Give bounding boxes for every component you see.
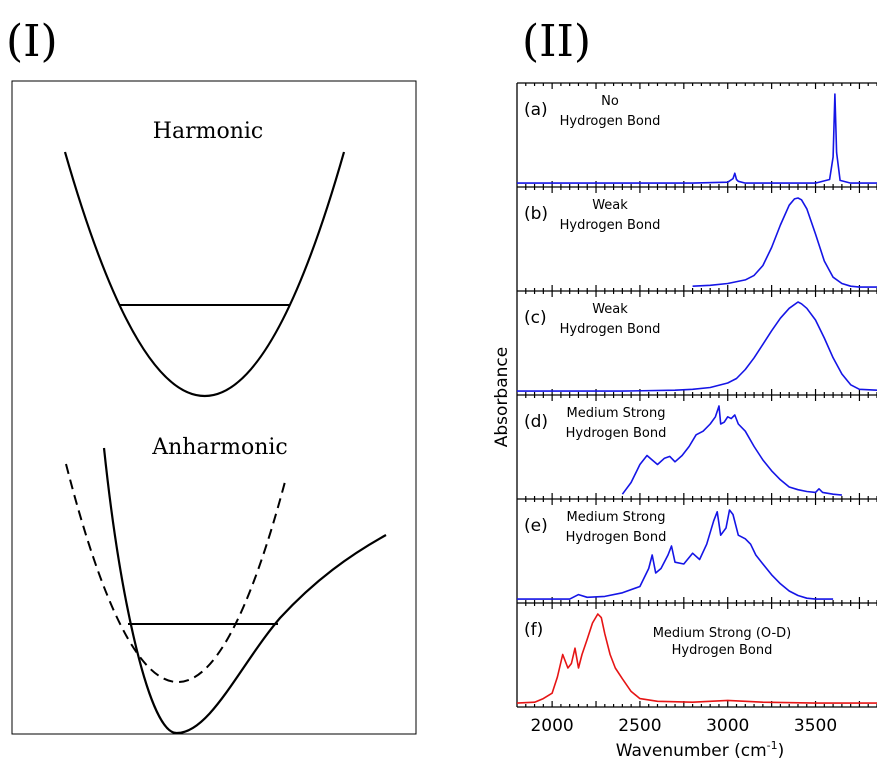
potential-panel-frame <box>11 80 417 735</box>
x-tick-label: 3000 <box>706 716 749 736</box>
subplot-annotation-line1: No <box>601 94 619 109</box>
spectrum-subplot-2: (b) Weak Hydrogen Bond <box>516 186 877 291</box>
spectrum-line-2 <box>692 197 877 288</box>
subplot-tag: (a) <box>524 100 548 120</box>
subplot-tag: (d) <box>524 412 548 432</box>
x-tick-labels: 2000 2500 3000 3500 <box>530 716 837 736</box>
harmonic-reference-dashed-curve <box>65 463 287 683</box>
spectrum-line-4 <box>621 405 842 496</box>
subplot-annotation-line1: Weak <box>592 198 628 213</box>
subplot-tag: (f) <box>524 620 543 640</box>
spectrum-line-5 <box>517 509 834 600</box>
anharmonic-title: Anharmonic <box>151 435 288 460</box>
spectrum-line-3 <box>517 301 877 392</box>
subplot-annotation-line2: Hydrogen Bond <box>566 530 667 545</box>
subplot-tag: (e) <box>524 516 548 536</box>
subplot-annotation-line2: Hydrogen Bond <box>672 643 773 658</box>
harmonic-potential-curve <box>63 151 346 398</box>
spectrum-line-1 <box>517 93 877 184</box>
subplot-annotation-line2: Hydrogen Bond <box>560 114 661 129</box>
harmonic-title: Harmonic <box>153 119 263 144</box>
subplot-annotation-line1: Medium Strong (O-D) <box>653 626 792 641</box>
panel-label-ii: (II) <box>522 16 591 67</box>
spectrum-subplot-6: (f) Medium Strong (O-D) Hydrogen Bond <box>516 602 877 707</box>
anharmonic-potential-curve <box>102 447 387 735</box>
x-tick-label: 2000 <box>530 716 573 736</box>
subplot-annotation-line1: Weak <box>592 302 628 317</box>
x-tick-label: 2500 <box>618 716 661 736</box>
panel-label-i: (I) <box>6 16 58 67</box>
subplot-annotation-line2: Hydrogen Bond <box>560 322 661 337</box>
subplot-tag: (b) <box>524 204 548 224</box>
subplot-annotation-line1: Medium Strong <box>567 406 666 421</box>
spectrum-line-6 <box>516 613 877 704</box>
subplot-annotation-line2: Hydrogen Bond <box>566 426 667 441</box>
subplot-annotation-line1: Medium Strong <box>567 510 666 525</box>
spectrum-subplot-3: (c) Weak Hydrogen Bond <box>516 290 877 395</box>
x-axis-label: Wavenumber (cm-1) <box>616 739 785 761</box>
spectrum-subplot-1: (a) No Hydrogen Bond <box>516 82 877 187</box>
x-tick-label: 3500 <box>794 716 837 736</box>
y-axis-label: Absorbance <box>492 347 512 447</box>
spectrum-subplot-4: (d) Medium Strong Hydrogen Bond <box>516 394 877 499</box>
subplot-tag: (c) <box>524 308 547 328</box>
potential-panel: Harmonic Anharmonic <box>11 80 417 735</box>
spectrum-subplot-5: (e) Medium Strong Hydrogen Bond <box>516 498 877 603</box>
subplot-annotation-line2: Hydrogen Bond <box>560 218 661 233</box>
